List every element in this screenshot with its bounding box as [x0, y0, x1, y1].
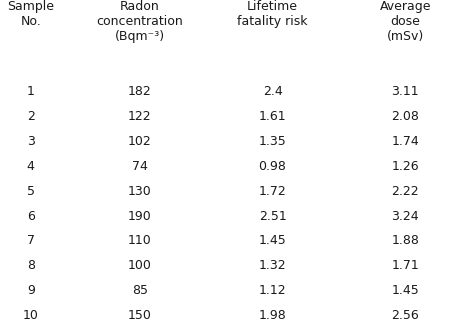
Text: 1.45: 1.45 — [259, 234, 286, 247]
Text: 1.88: 1.88 — [392, 234, 419, 247]
Text: 9: 9 — [27, 284, 35, 297]
Text: 190: 190 — [128, 210, 152, 222]
Text: 5: 5 — [27, 185, 35, 198]
Text: 110: 110 — [128, 234, 152, 247]
Text: 1.35: 1.35 — [259, 135, 286, 148]
Text: 4: 4 — [27, 160, 35, 173]
Text: 2: 2 — [27, 110, 35, 123]
Text: 2.51: 2.51 — [259, 210, 286, 222]
Text: 1.12: 1.12 — [259, 284, 286, 297]
Text: Lifetime
fatality risk: Lifetime fatality risk — [237, 0, 308, 28]
Text: 1.72: 1.72 — [259, 185, 286, 198]
Text: 3.11: 3.11 — [392, 85, 419, 98]
Text: 182: 182 — [128, 85, 152, 98]
Text: 150: 150 — [128, 309, 152, 322]
Text: 8: 8 — [27, 259, 35, 272]
Text: 3: 3 — [27, 135, 35, 148]
Text: 0.98: 0.98 — [259, 160, 286, 173]
Text: 6: 6 — [27, 210, 35, 222]
Text: 130: 130 — [128, 185, 152, 198]
Text: 2.56: 2.56 — [392, 309, 419, 322]
Text: 102: 102 — [128, 135, 152, 148]
Text: Radon
concentration
(Bqm⁻³): Radon concentration (Bqm⁻³) — [96, 0, 183, 43]
Text: 1.71: 1.71 — [392, 259, 419, 272]
Text: 1.74: 1.74 — [392, 135, 419, 148]
Text: 100: 100 — [128, 259, 152, 272]
Text: 2.4: 2.4 — [263, 85, 283, 98]
Text: 1.32: 1.32 — [259, 259, 286, 272]
Text: 7: 7 — [27, 234, 35, 247]
Text: 122: 122 — [128, 110, 152, 123]
Text: 1.61: 1.61 — [259, 110, 286, 123]
Text: 2.22: 2.22 — [392, 185, 419, 198]
Text: 74: 74 — [132, 160, 148, 173]
Text: 1.45: 1.45 — [392, 284, 419, 297]
Text: 3.24: 3.24 — [392, 210, 419, 222]
Text: Sample
No.: Sample No. — [7, 0, 55, 28]
Text: 1.26: 1.26 — [392, 160, 419, 173]
Text: 1.98: 1.98 — [259, 309, 286, 322]
Text: 2.08: 2.08 — [392, 110, 419, 123]
Text: 85: 85 — [132, 284, 148, 297]
Text: 10: 10 — [23, 309, 39, 322]
Text: Average
dose
(mSv): Average dose (mSv) — [380, 0, 431, 43]
Text: 1: 1 — [27, 85, 35, 98]
